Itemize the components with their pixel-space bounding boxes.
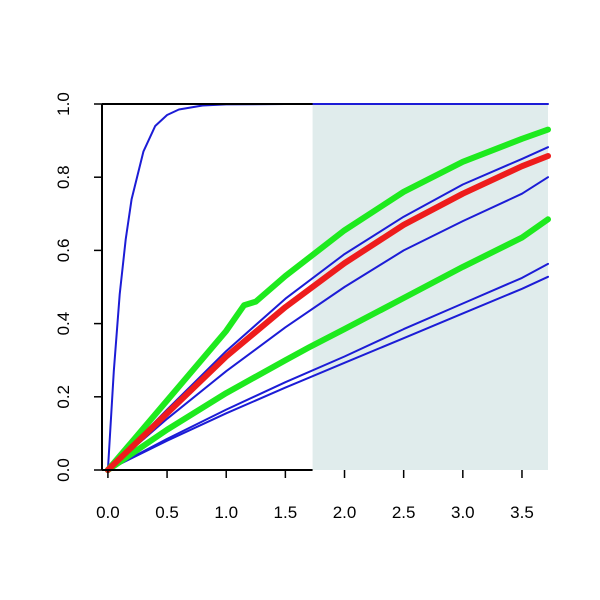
series-line-1: [106, 103, 549, 471]
x-tick-label: 1.5: [274, 503, 298, 522]
x-tick-label: 2.0: [333, 503, 357, 522]
y-tick-label: 0.6: [54, 239, 73, 263]
x-tick-label: 1.0: [214, 503, 238, 522]
x-tick-label: 2.5: [392, 503, 416, 522]
series-line-3: [106, 176, 549, 471]
series-line-5: [106, 275, 549, 471]
y-tick-label: 0.2: [54, 385, 73, 409]
series-lines: [104, 103, 551, 473]
y-tick-label: 0.4: [54, 312, 73, 336]
series-line-8: [104, 153, 551, 473]
series-line-6: [104, 126, 551, 473]
series-line-2: [106, 146, 549, 471]
x-tick-label: 0.0: [96, 503, 120, 522]
x-tick-label: 3.0: [451, 503, 475, 522]
series-line-4: [106, 262, 549, 471]
x-axis-ticks: 0.0 0.5 1.0 1.5 2.0 2.5 3.0 3.5: [96, 470, 534, 522]
x-tick-label: 0.5: [155, 503, 179, 522]
y-axis-ticks: 0.0 0.2 0.4 0.6 0.8 1.0: [54, 92, 102, 482]
x-tick-label: 3.5: [510, 503, 534, 522]
y-tick-label: 1.0: [54, 92, 73, 116]
y-tick-label: 0.8: [54, 165, 73, 189]
series-line-7: [104, 216, 551, 473]
axes: [101, 103, 313, 471]
y-tick-label: 0.0: [54, 458, 73, 482]
